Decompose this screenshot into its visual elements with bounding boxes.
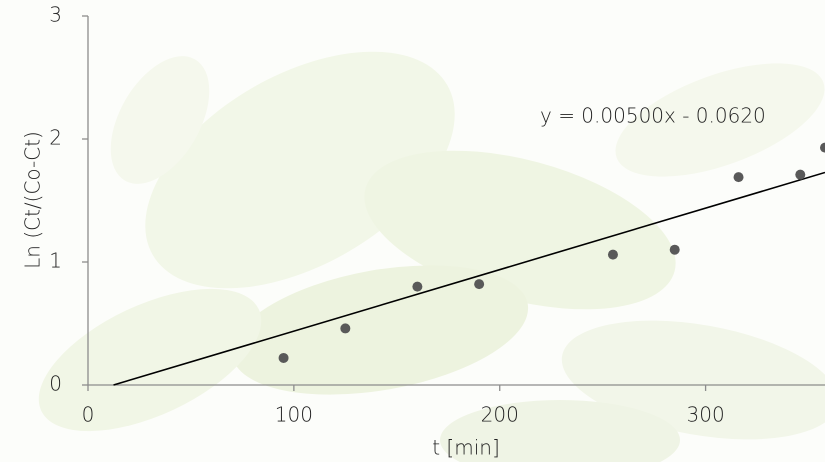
y-tick-label: 2: [49, 126, 62, 150]
x-tick-label: 200: [481, 403, 519, 427]
y-tick-label: 3: [49, 3, 62, 27]
data-point: [608, 250, 618, 260]
chart: Ln (Ct/(Co-Ct) t [min] 0 1 2 3 0 100 200 300 y =…: [0, 0, 825, 462]
trendline-equation: y = 0.00500x - 0.0620: [540, 104, 766, 128]
y-tick-label: 1: [49, 249, 62, 273]
data-point: [795, 170, 805, 180]
x-axis-label: t [min]: [432, 436, 500, 460]
data-point: [734, 172, 744, 182]
y-axis-label: Ln (Ct/(Co-Ct): [21, 131, 45, 269]
data-point: [412, 282, 422, 292]
background-leaves: [0, 0, 825, 462]
data-point: [670, 245, 680, 255]
data-point: [340, 323, 350, 333]
x-tick-label: 0: [82, 403, 95, 427]
data-point: [279, 353, 289, 363]
x-tick-label: 300: [687, 403, 725, 427]
data-point: [474, 279, 484, 289]
y-tick-label: 0: [49, 372, 62, 396]
x-tick-label: 100: [275, 403, 313, 427]
